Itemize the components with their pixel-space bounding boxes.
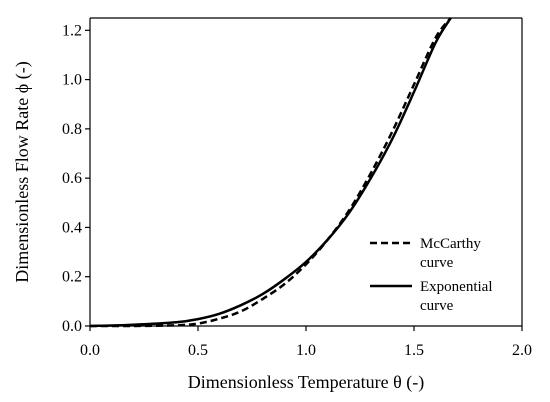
y-tick-label: 0.2: [62, 269, 82, 286]
y-tick-label: 0.6: [62, 170, 82, 187]
x-axis-title: Dimensionless Temperature θ (-): [188, 372, 424, 393]
series-line-exponential: [89, 17, 452, 328]
x-axis-ticks: 0.0 0.5 1.0 1.5 2.0: [80, 326, 532, 359]
series-line-mccarthy: [89, 17, 452, 328]
x-tick-label: 2.0: [512, 342, 532, 359]
y-axis-ticks: 0.0 0.2 0.4 0.6 0.8 1.0 1.2: [62, 22, 90, 335]
legend-label-exponential-line2: curve: [420, 298, 454, 314]
x-tick-label: 1.0: [296, 342, 316, 359]
legend-label-mccarthy-line2: curve: [420, 255, 454, 271]
x-tick-label: 0.0: [80, 342, 100, 359]
y-tick-label: 0.8: [62, 121, 82, 138]
x-tick-label: 1.5: [404, 342, 424, 359]
y-axis-title: Dimensionless Flow Rate ϕ (-): [12, 61, 33, 282]
legend: McCarthy curve Exponential curve: [370, 236, 492, 314]
y-tick-label: 0.0: [62, 318, 82, 335]
y-tick-label: 0.4: [62, 219, 82, 236]
y-tick-label: 1.0: [62, 72, 82, 89]
plot-area: [90, 18, 522, 326]
series-layer: [89, 17, 452, 328]
x-tick-label: 0.5: [188, 342, 208, 359]
legend-label-exponential-line1: Exponential: [420, 279, 492, 295]
legend-label-mccarthy-line1: McCarthy: [420, 236, 481, 252]
y-tick-label: 1.2: [62, 22, 82, 39]
